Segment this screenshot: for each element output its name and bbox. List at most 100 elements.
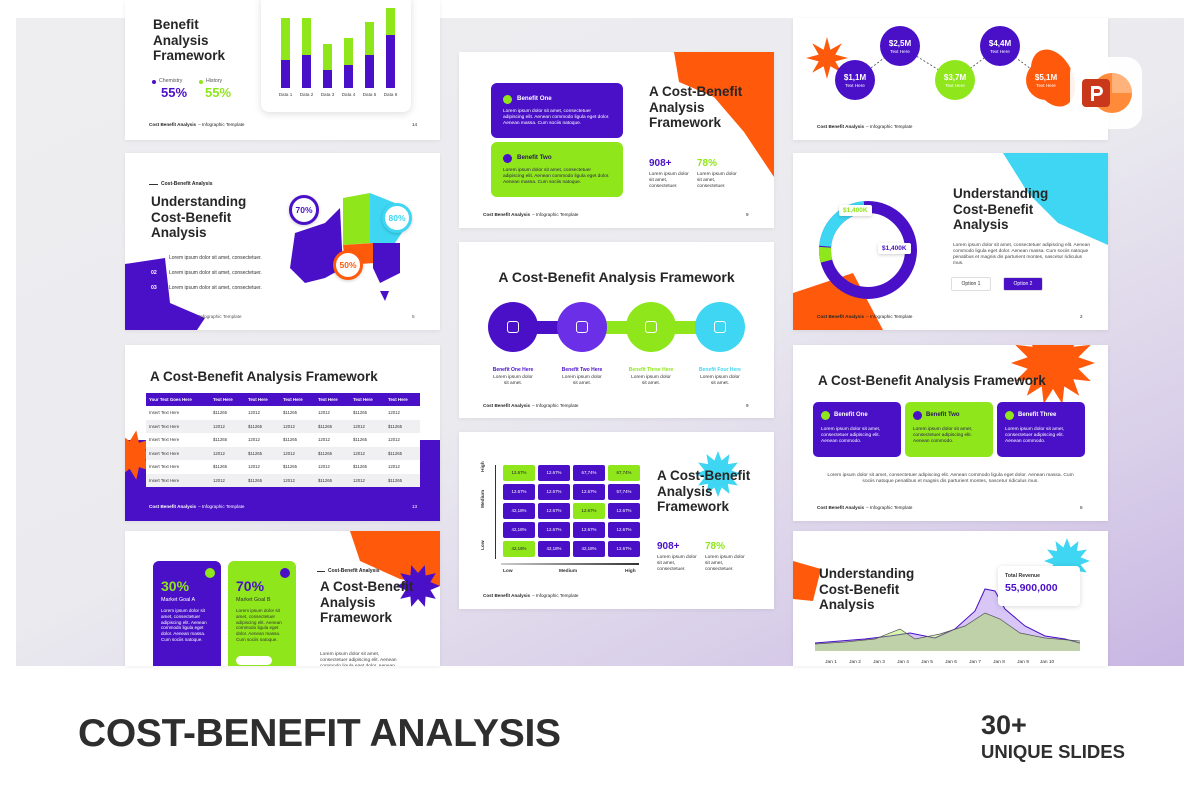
bubble-value: $1,1M	[843, 73, 867, 82]
step-circle	[557, 302, 607, 352]
slide-footer: Cost Benefit Analysis – Infographic Templ…	[817, 505, 912, 511]
legend-dot	[152, 80, 156, 84]
table-cell: $11265	[350, 406, 385, 420]
decoration	[1003, 153, 1108, 245]
eyebrow-line	[149, 184, 158, 185]
card-title: Benefit Three	[1018, 412, 1057, 418]
step-text: Lorem ipsum dolor sit amet.	[700, 375, 740, 386]
decoration	[814, 588, 1081, 644]
list-text: Lorem ipsum dolor sit amet, consectetuer…	[169, 270, 262, 276]
step-title: Benefit Four Here	[699, 367, 741, 373]
step-icon	[576, 321, 588, 333]
card-icon	[503, 95, 512, 104]
matrix-cell: 12.67%	[538, 522, 570, 538]
slide-title: Understanding Cost-Benefit Analysis	[819, 566, 915, 612]
table-cell: $11265	[245, 419, 280, 433]
table-cell: Insert Text Here	[146, 460, 210, 474]
card-icon	[205, 568, 215, 578]
decoration	[373, 243, 400, 283]
table-cell: 12012	[210, 419, 245, 433]
slide: 12.67% 12.67% 67,74% 67,74% 12.67% 12.67% 12.6…	[459, 432, 774, 609]
stat-text: Lorem ipsum dolor sit amet, consectetuer…	[657, 555, 697, 572]
decoration	[1011, 345, 1095, 404]
y-axis-label: Low	[481, 540, 486, 550]
table-cell: Insert Text Here	[146, 433, 210, 447]
decoration	[1011, 345, 1095, 404]
decoration	[396, 565, 440, 607]
step-text: Lorem ipsum dolor sit amet.	[631, 375, 671, 386]
card-icon	[503, 154, 512, 163]
benefit-card	[491, 142, 623, 197]
step-title: Benefit Three Here	[628, 367, 674, 373]
slide: Cost-Benefit Analysis Understanding Cost-…	[125, 153, 440, 330]
table-cell: $11265	[385, 446, 420, 460]
footer-brand: Cost Benefit Analysis	[483, 403, 531, 408]
slide-title: A Cost-Benefit Analysis Framework	[150, 369, 378, 384]
list-number: 02	[151, 270, 157, 276]
matrix-cell: 42,18%	[538, 541, 570, 557]
stat: 78%	[705, 541, 726, 552]
footer-text: – Infographic Template	[532, 212, 579, 217]
footer-brand: Cost Benefit Analysis	[817, 124, 865, 129]
card-text: Lorem ipsum dolor sit amet, consectetuer…	[821, 427, 881, 444]
matrix-cell: 12.67%	[503, 484, 535, 500]
table-header: Text Here	[385, 393, 420, 406]
bar-bottom	[386, 35, 395, 88]
page-number: 5	[412, 314, 415, 319]
slide-title: A Cost-Benefit Analysis Framework	[818, 373, 1046, 388]
table-cell: 12012	[315, 406, 350, 420]
slide-text: Lorem ipsum dolor sit amet, consectetuer…	[953, 243, 1091, 266]
matrix-cell: 12.67%	[538, 465, 570, 481]
table-cell: $11265	[280, 406, 315, 420]
matrix-cell: 12.67%	[608, 522, 640, 538]
page-number: 9	[746, 212, 749, 217]
decoration	[1044, 538, 1090, 584]
card-text: Lorem ipsum dolor sit amet, consectetuer…	[913, 427, 973, 444]
stat: 908+	[649, 158, 672, 169]
step-title: Benefit One Here	[492, 367, 534, 373]
slide-title: Benefit Analysis Framework	[153, 17, 226, 63]
table-cell: $11265	[350, 460, 385, 474]
x-label: Data 3	[320, 92, 335, 97]
table-cell: $11265	[315, 419, 350, 433]
slide-footer: Cost Benefit Analysis – Infographic Templ…	[483, 212, 578, 218]
table-header: Your Text Goes Here	[146, 393, 210, 406]
table-cell: 12012	[315, 433, 350, 447]
table-cell: $11265	[385, 419, 420, 433]
stat-ring	[289, 195, 319, 225]
star-shape	[694, 450, 742, 498]
page-number: 13	[412, 504, 418, 509]
y-axis-label: Medium	[481, 489, 486, 508]
slide-title: A Cost-Benefit Analysis Framework	[649, 84, 743, 130]
page-number: 14	[412, 122, 418, 127]
table-cell: 12012	[350, 446, 385, 460]
eyebrow-line	[317, 571, 325, 572]
step-circle	[488, 302, 538, 352]
x-axis-line	[501, 563, 639, 565]
slide-caption: UNIQUE SLIDES	[981, 741, 1125, 762]
table-header: Text Here	[210, 393, 245, 406]
card-icon	[280, 568, 290, 578]
matrix-cell: 12.67%	[608, 541, 640, 557]
x-label: Jan 10	[1039, 660, 1055, 665]
footer-text: – Infographic Template	[198, 504, 245, 509]
bubble-label: Text Here	[1036, 83, 1056, 88]
matrix-cell: 67,74%	[608, 465, 640, 481]
slide: Understanding Cost-Benefit Analysis Tota…	[793, 531, 1108, 666]
decoration	[674, 52, 774, 177]
stat-text: Lorem ipsum dolor sit amet, consectetuer…	[697, 172, 737, 189]
goal-card	[228, 561, 296, 666]
decoration	[380, 291, 389, 301]
page-number: 2	[1080, 314, 1083, 319]
card-title: Benefit One	[517, 95, 552, 102]
step-circle	[626, 302, 676, 352]
decoration	[793, 561, 821, 601]
table-cell: Insert Text Here	[146, 406, 210, 420]
bar-bottom	[365, 55, 374, 88]
card-label: Market Goal B	[236, 597, 271, 603]
benefit-card	[491, 83, 623, 138]
footer-brand: Cost Benefit Analysis	[483, 593, 531, 598]
corner-shape	[793, 561, 823, 601]
